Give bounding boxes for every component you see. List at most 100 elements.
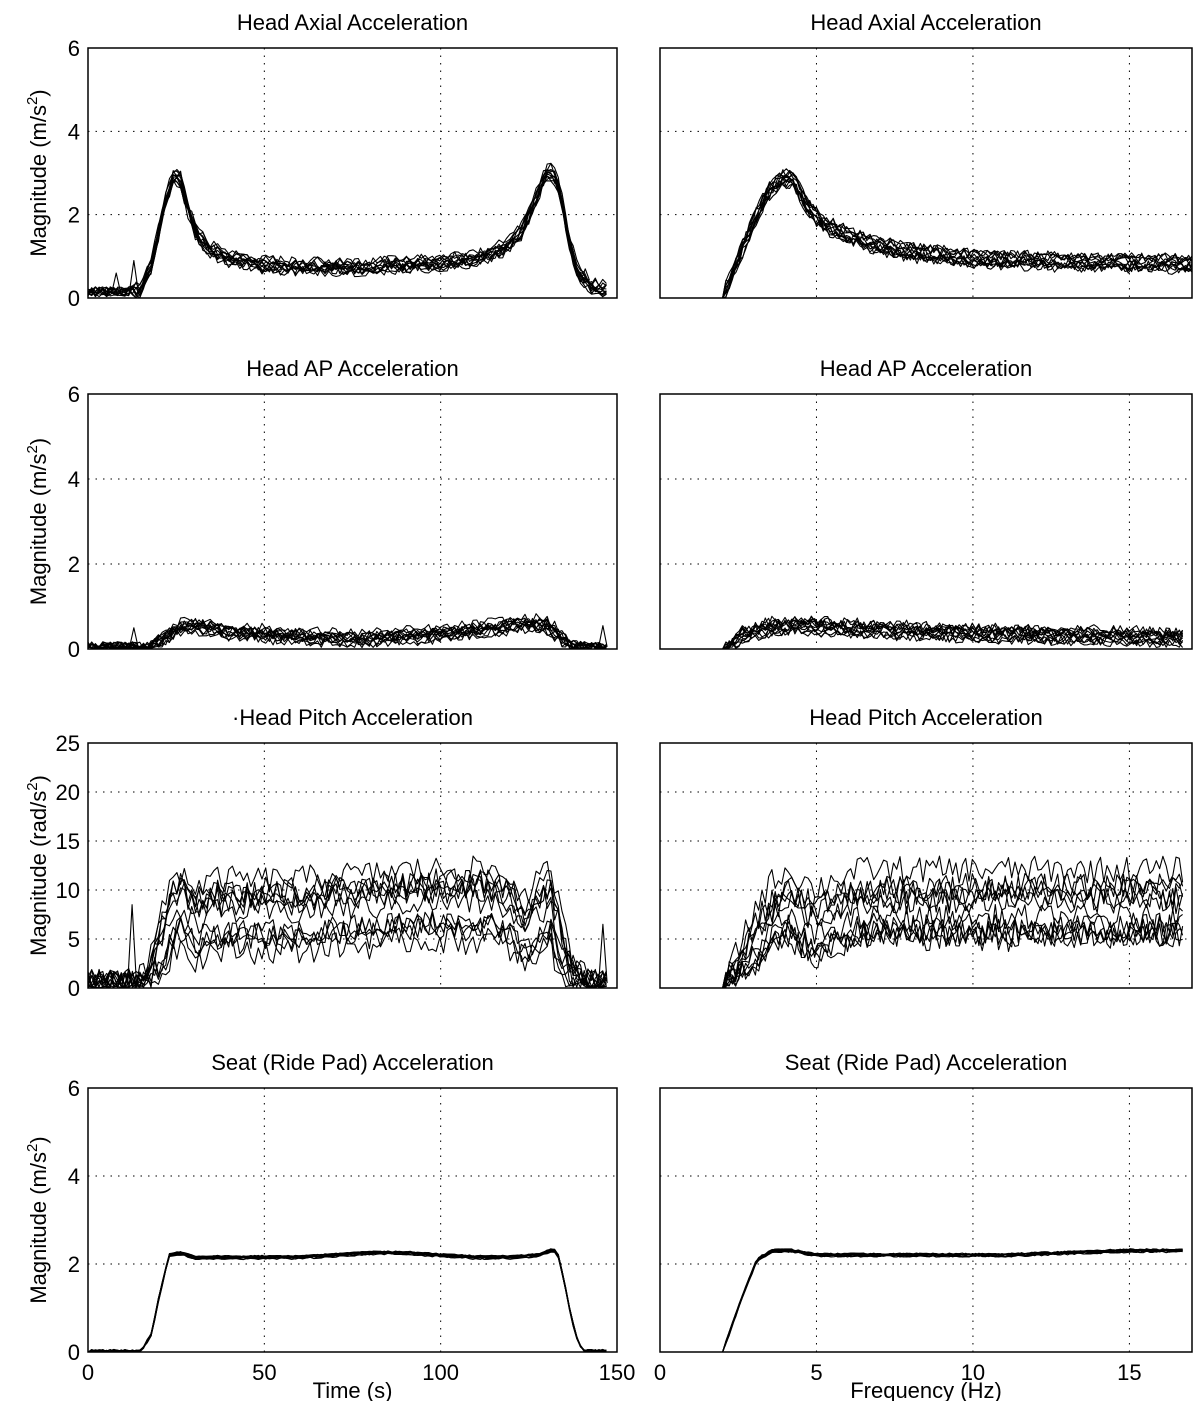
trace-line xyxy=(722,903,1183,988)
x-tick-label: 100 xyxy=(422,1360,459,1385)
y-tick-label: 6 xyxy=(68,1076,80,1101)
trace-spike xyxy=(129,627,139,647)
chart-panel-8: Seat (Ride Pad) Acceleration 0 5 10 15 Freque… xyxy=(654,1050,1193,1401)
trace-line xyxy=(722,169,1192,298)
trace-line xyxy=(722,1248,1183,1352)
y-tick-label: 4 xyxy=(68,119,80,144)
trace-line xyxy=(88,1248,607,1352)
y-axis-label-text: Magnitude (m/s xyxy=(26,1152,51,1304)
trace-line xyxy=(722,1248,1183,1352)
y-tick-label: 2 xyxy=(68,203,80,228)
trace-line xyxy=(88,855,607,988)
trace-line xyxy=(722,618,1184,649)
trace-line xyxy=(722,1249,1183,1352)
trace-line xyxy=(722,177,1192,298)
trace-line xyxy=(722,877,1184,988)
y-tick-label: 25 xyxy=(56,731,80,756)
x-tick-label: 5 xyxy=(810,1360,822,1385)
y-tick-label: 15 xyxy=(56,829,80,854)
trace-line xyxy=(722,1249,1183,1352)
trace-line xyxy=(722,174,1192,298)
y-tick-label: 0 xyxy=(68,637,80,662)
y-axis-label-superscript: 2 xyxy=(24,782,41,790)
chart-panel-5: ·Head Pitch Acceleration0510152025Magnit… xyxy=(24,705,618,1001)
trace-spike xyxy=(129,259,139,291)
trace-spike xyxy=(111,272,121,292)
x-tick-label: 0 xyxy=(654,1360,666,1385)
trace-line xyxy=(722,1248,1183,1352)
y-axis-label-text: Magnitude (rad/s xyxy=(26,791,51,956)
trace-line xyxy=(88,1250,607,1352)
y-axis-label-superscript: 2 xyxy=(24,445,41,453)
trace-line xyxy=(88,169,607,296)
x-tick-label: 0 xyxy=(82,1360,94,1385)
chart-title: Seat (Ride Pad) Acceleration xyxy=(785,1050,1068,1075)
chart-title: Head Pitch Acceleration xyxy=(809,705,1043,730)
trace-line xyxy=(722,168,1192,298)
y-axis-label-tail: ) xyxy=(26,438,51,445)
trace-line xyxy=(88,613,607,649)
trace-line xyxy=(88,174,607,298)
trace-line xyxy=(88,1248,607,1352)
axes-frame xyxy=(659,742,1193,989)
chart-title: Head Axial Acceleration xyxy=(237,10,468,35)
x-tick-label: 10 xyxy=(961,1360,985,1385)
chart-title: ·Head Pitch Acceleration xyxy=(232,705,473,730)
trace-line xyxy=(88,618,607,649)
trace-line xyxy=(88,911,607,988)
trace-line xyxy=(88,168,607,297)
trace-line xyxy=(88,890,607,988)
y-tick-label: 20 xyxy=(56,780,80,805)
axes-frame xyxy=(659,1087,1193,1353)
y-axis-label-tail: ) xyxy=(26,1136,51,1143)
y-tick-label: 2 xyxy=(68,552,80,577)
y-tick-label: 5 xyxy=(68,927,80,952)
trace-group xyxy=(88,162,607,298)
y-tick-label: 2 xyxy=(68,1252,80,1277)
y-tick-label: 0 xyxy=(68,976,80,1001)
trace-line xyxy=(722,918,1183,988)
trace-spike xyxy=(598,625,608,647)
chart-panel-2: Head Axial Acceleration xyxy=(659,10,1193,299)
axes-frame xyxy=(87,1087,618,1353)
trace-group xyxy=(722,1248,1183,1352)
trace-spike xyxy=(127,904,137,982)
chart-title: Head Axial Acceleration xyxy=(810,10,1041,35)
y-tick-label: 0 xyxy=(68,1340,80,1365)
trace-line xyxy=(88,170,607,297)
y-tick-label: 0 xyxy=(68,286,80,311)
axes-frame xyxy=(87,47,618,299)
y-tick-label: 4 xyxy=(68,467,80,492)
trace-line xyxy=(722,175,1192,298)
trace-group xyxy=(88,855,608,988)
y-tick-label: 4 xyxy=(68,1164,80,1189)
chart-panel-7: Seat (Ride Pad) Acceleration 0 2 4 6 0 50 100 15… xyxy=(24,1050,635,1401)
y-axis-label-superscript: 2 xyxy=(24,97,41,105)
trace-line xyxy=(88,877,607,988)
chart-title: Head AP Acceleration xyxy=(820,356,1032,381)
y-axis-label: Magnitude (m/s2) xyxy=(24,1136,51,1303)
trace-line xyxy=(88,869,607,988)
trace-line xyxy=(722,615,1184,649)
y-axis-label-tail: ) xyxy=(26,89,51,96)
trace-line xyxy=(88,617,607,649)
x-tick-label: 15 xyxy=(1117,1360,1141,1385)
trace-line xyxy=(88,1249,607,1352)
trace-line xyxy=(88,171,607,297)
trace-spike xyxy=(598,923,608,984)
y-tick-label: 6 xyxy=(68,36,80,61)
chart-panel-6: Head Pitch Acceleration xyxy=(659,705,1193,989)
y-axis-label-tail: ) xyxy=(26,775,51,782)
y-axis-label-text: Magnitude (m/s xyxy=(26,454,51,606)
trace-line xyxy=(722,176,1192,298)
axes-frame xyxy=(659,393,1193,650)
trace-line xyxy=(722,1250,1183,1352)
chart-panel-4: Head AP Acceleration xyxy=(659,356,1193,650)
y-axis-label-superscript: 2 xyxy=(24,1144,41,1152)
y-axis-label: Magnitude (rad/s2) xyxy=(24,775,51,956)
y-tick-label: 10 xyxy=(56,878,80,903)
trace-spike xyxy=(580,268,591,281)
trace-line xyxy=(722,855,1184,988)
trace-line xyxy=(722,181,1192,298)
